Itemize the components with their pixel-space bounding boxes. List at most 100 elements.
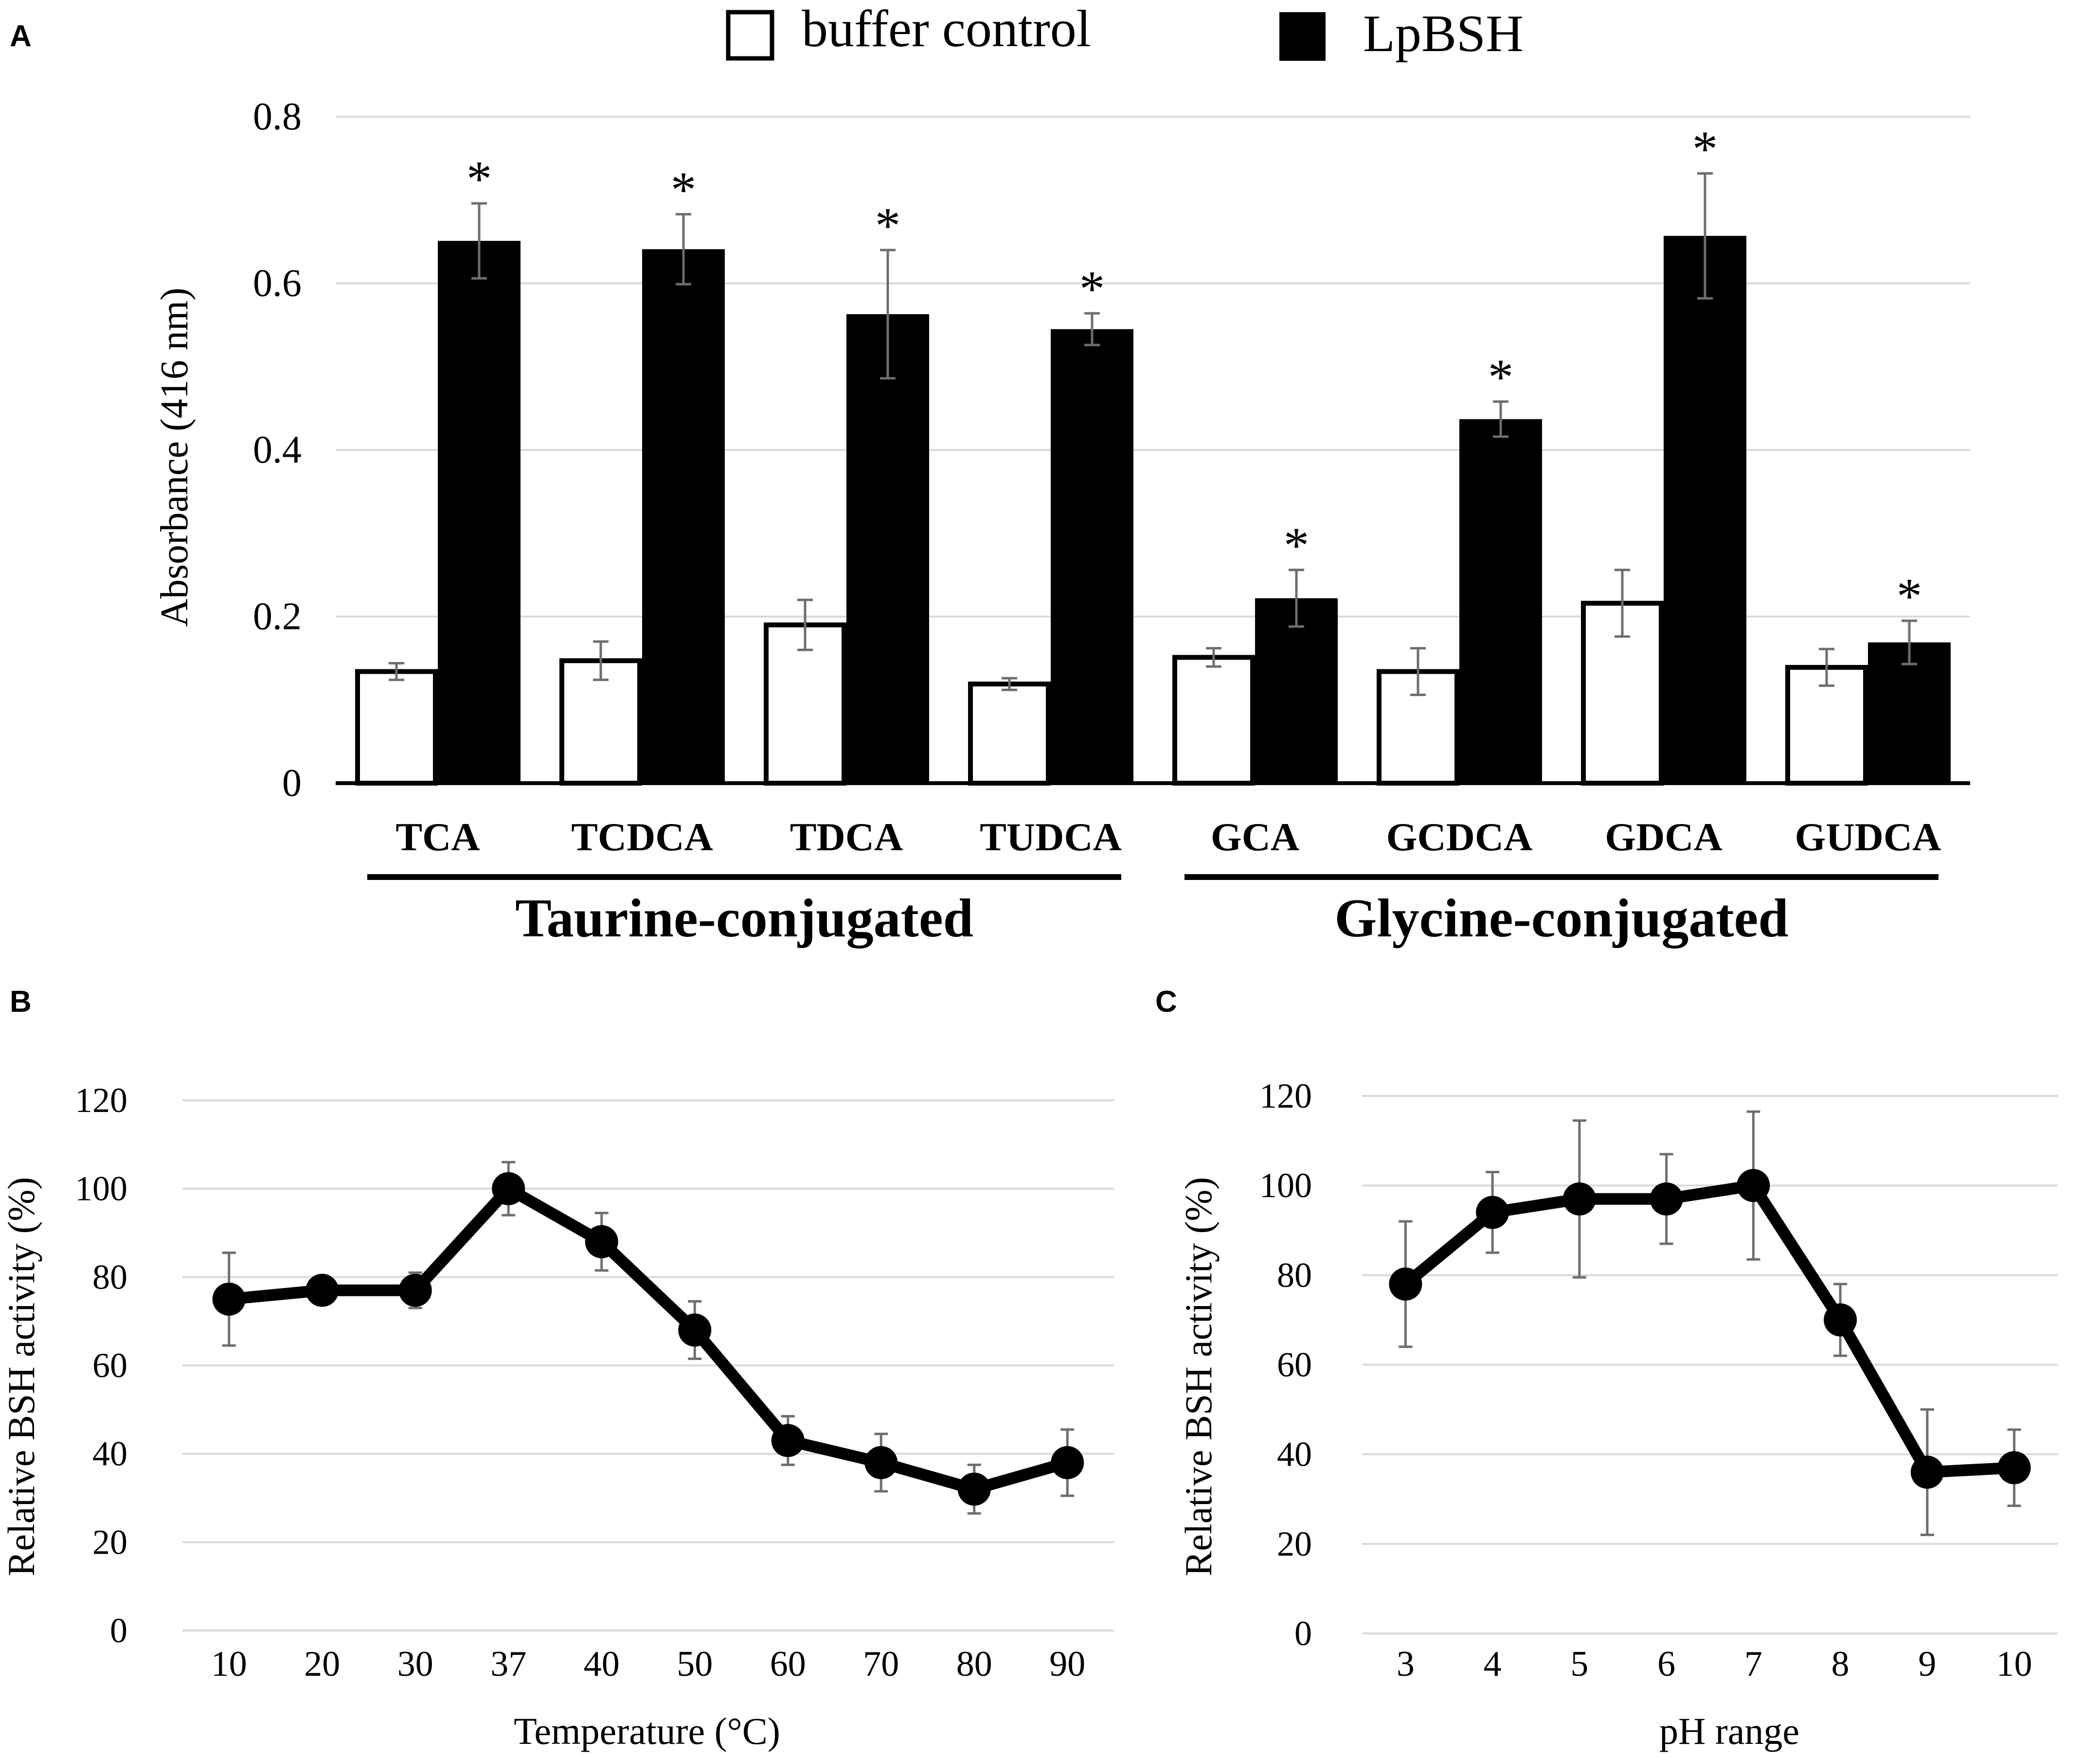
significance-marker: * (467, 150, 492, 207)
bar-buffer-control (968, 681, 1051, 786)
y-tick-label: 0.2 (253, 595, 302, 638)
series-line (1401, 1180, 2015, 1478)
y-tick-label: 100 (75, 1169, 127, 1208)
y-axis-label: Relative BSH activity (%) (1177, 1177, 1220, 1577)
series-line (228, 1183, 1069, 1495)
significance-marker: * (1897, 568, 1922, 625)
x-tick-label: 7 (1744, 1644, 1762, 1684)
significance-marker: * (671, 161, 697, 218)
significance-marker: * (1079, 260, 1105, 317)
error-bar (471, 202, 487, 280)
data-point (1562, 1182, 1596, 1216)
error-bar (1615, 569, 1630, 638)
x-tick-label: 6 (1657, 1644, 1675, 1684)
y-tick-label: 0 (110, 1611, 127, 1650)
x-tick-label: 4 (1484, 1644, 1502, 1684)
x-tick-label: 20 (304, 1644, 340, 1684)
bar-lpbsh (1255, 598, 1338, 783)
error-bar (593, 640, 609, 681)
x-tick-label: 40 (584, 1644, 620, 1684)
error-bar (1819, 647, 1834, 687)
error-bar (1697, 172, 1713, 300)
bar-lpbsh (1868, 642, 1951, 783)
y-tick-label: 20 (1277, 1524, 1312, 1563)
error-bar (1493, 400, 1508, 438)
data-point (1737, 1169, 1770, 1202)
error-bar (797, 598, 813, 651)
line-chart-panel-b: 0 20 40 60 80 100 120 10 20 30 37 40 50 60 70 80 90 Tem… (0, 1081, 1114, 1752)
data-point (1051, 1446, 1084, 1479)
category-labels: TCA TCDCA TDCA TUDCA GCA GCDCA GDCA GUDCA (395, 815, 1941, 859)
legend-swatch-buffer-control (726, 10, 774, 61)
category-label: TCA (395, 815, 480, 859)
x-tick-label: 90 (1049, 1644, 1085, 1684)
data-point (398, 1273, 432, 1307)
y-tick-label: 80 (1277, 1255, 1312, 1294)
y-axis-label: Absorbance (416 nm) (153, 287, 196, 627)
category-label: GUDCA (1795, 815, 1941, 859)
x-tick-label: 9 (1918, 1644, 1936, 1684)
significance-marker: * (1284, 517, 1310, 574)
legend-label-lpbsh: LpBSH (1363, 5, 1524, 63)
bar-group: * * * * * * * * (355, 120, 1951, 786)
y-tick-label: 0.4 (253, 429, 302, 471)
data-point (1997, 1451, 2031, 1485)
x-tick-label: 8 (1831, 1644, 1849, 1684)
y-tick-label: 40 (92, 1434, 127, 1473)
x-tick-label: 10 (1996, 1644, 2032, 1684)
panel-label-c: C (1155, 985, 1177, 1019)
y-tick-label: 100 (1259, 1166, 1312, 1205)
legend-swatch-lpbsh (1279, 12, 1326, 61)
data-point (1476, 1196, 1509, 1229)
error-bar (1289, 569, 1304, 628)
category-label: TDCA (790, 815, 903, 859)
y-tick-label: 120 (1259, 1076, 1312, 1115)
group-label: Taurine-conjugated (515, 888, 973, 949)
data-point (957, 1472, 991, 1506)
x-tick-label: 5 (1570, 1644, 1588, 1684)
grid-lines (1362, 1095, 2058, 1634)
significance-marker: * (1692, 120, 1718, 177)
bar-buffer-control (355, 669, 438, 786)
y-tick-labels: 0 20 40 60 80 100 120 (75, 1081, 127, 1650)
y-axis-label: Relative BSH activity (%) (0, 1177, 42, 1577)
category-label: GDCA (1605, 815, 1722, 859)
data-point (678, 1313, 712, 1347)
x-tick-label: 50 (677, 1644, 713, 1684)
x-tick-labels: 10 20 30 37 40 50 60 70 80 90 (211, 1644, 1086, 1684)
data-point (1910, 1455, 1944, 1489)
data-point (864, 1446, 898, 1479)
x-tick-label: 37 (490, 1644, 526, 1684)
error-bar (1084, 312, 1100, 346)
data-point (1824, 1303, 1857, 1337)
legend: buffer control LpBSH (726, 0, 1524, 63)
y-tick-label: 0.8 (253, 95, 302, 138)
y-tick-label: 120 (75, 1081, 127, 1120)
category-label: TCDCA (571, 815, 713, 859)
bar-lpbsh (642, 249, 725, 783)
y-tick-labels: 0 20 40 60 80 100 120 (1259, 1076, 1312, 1653)
error-bar (880, 249, 896, 380)
data-point (305, 1273, 339, 1307)
category-label: GCA (1211, 815, 1299, 859)
x-tick-labels: 3 4 5 6 7 8 9 10 (1397, 1644, 2032, 1684)
bar-lpbsh (1051, 329, 1133, 783)
error-bar (1410, 647, 1426, 696)
x-tick-label: 60 (770, 1644, 806, 1684)
legend-label-buffer-control: buffer control (802, 0, 1091, 58)
data-point (771, 1424, 805, 1457)
x-axis-label: pH range (1659, 1710, 1799, 1752)
y-tick-label: 0 (282, 762, 302, 805)
error-bar (1206, 647, 1221, 668)
y-tick-label: 40 (1277, 1435, 1312, 1474)
data-point (585, 1225, 618, 1258)
data-series (212, 1161, 1084, 1515)
bar-lpbsh (1459, 419, 1542, 783)
data-point (212, 1282, 246, 1316)
data-point (1389, 1267, 1422, 1301)
y-tick-label: 0 (1294, 1614, 1312, 1653)
y-tick-label: 60 (92, 1346, 127, 1385)
panel-label-b: B (10, 985, 32, 1019)
bar-lpbsh (1664, 235, 1746, 784)
